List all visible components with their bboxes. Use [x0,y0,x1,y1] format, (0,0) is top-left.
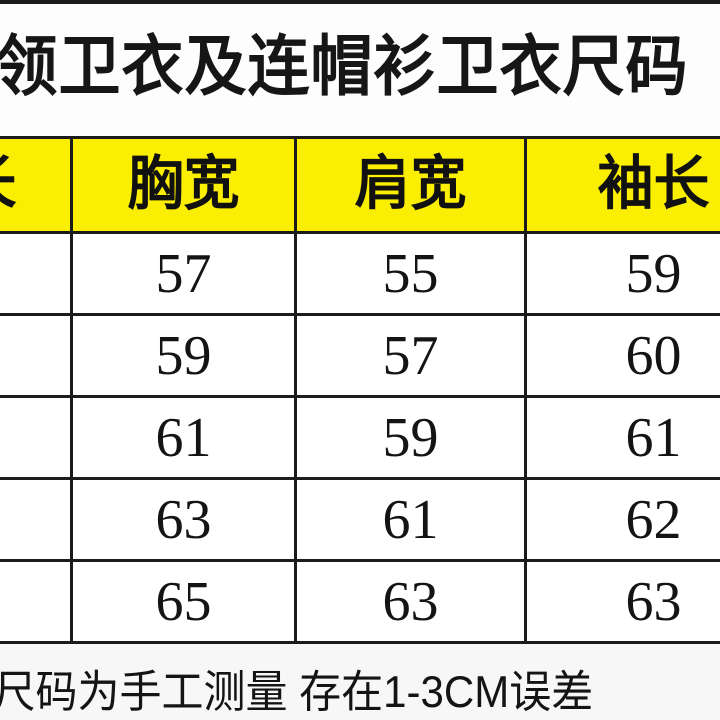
cell-size [0,559,73,644]
column-header-sleeve-label: 袖长 [597,152,710,218]
cell-chest: 65 [70,559,297,644]
top-border-rule [0,0,720,4]
cell-size [0,395,73,480]
cell-shoulder: 59 [294,395,527,480]
table-row: 57 55 59 [0,231,720,316]
table-header-row: 长 胸宽 肩宽 袖长 [0,136,720,234]
cell-sleeve: 63 [524,559,720,644]
table-note-row: 注；尺码为手工测量 存在1-3CM误差 [0,641,720,720]
measurement-note-cell: 注；尺码为手工测量 存在1-3CM误差 [0,641,720,720]
cell-shoulder: 61 [294,477,527,562]
cell-size [0,231,73,316]
column-header-sleeve: 袖长 [524,136,720,234]
cell-chest: 57 [70,231,297,316]
cell-size [0,313,73,398]
cell-size [0,477,73,562]
column-header-size: 长 [0,136,73,234]
page-title: 领卫衣及连帽衫卫衣尺码 [0,31,689,105]
column-header-chest: 胸宽 [70,136,297,234]
cell-shoulder: 63 [294,559,527,644]
column-header-chest-label: 胸宽 [127,152,240,218]
chart-title-band: 领卫衣及连帽衫卫衣尺码 [0,0,720,136]
column-header-shoulder: 肩宽 [294,136,527,234]
size-table: 长 胸宽 肩宽 袖长 57 55 [0,136,720,720]
cell-shoulder: 57 [294,313,527,398]
cell-shoulder: 55 [294,231,527,316]
table-row: 65 63 63 [0,559,720,644]
table-row: 63 61 62 [0,477,720,562]
cell-sleeve: 62 [524,477,720,562]
cell-chest: 59 [70,313,297,398]
table-row: 59 57 60 [0,313,720,398]
measurement-note-text: 注；尺码为手工测量 存在1-3CM误差 [0,666,594,716]
cell-sleeve: 61 [524,395,720,480]
cell-sleeve: 59 [524,231,720,316]
column-header-size-label: 长 [0,156,17,214]
cell-sleeve: 60 [524,313,720,398]
cell-chest: 63 [70,477,297,562]
table-row: 61 59 61 [0,395,720,480]
column-header-shoulder-label: 肩宽 [354,152,467,218]
cell-chest: 61 [70,395,297,480]
